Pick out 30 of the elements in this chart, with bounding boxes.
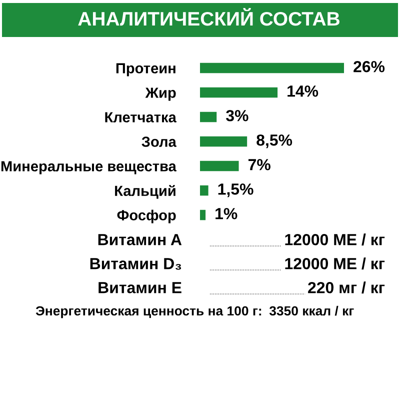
bar: [200, 210, 206, 220]
text: Витамин A: [98, 234, 182, 246]
text: 220 мг / кг: [308, 282, 385, 294]
y-tick-label: Кальций: [115, 185, 176, 199]
chart-title: АНАЛИТИЧЕСКИЙ СОСТАВ: [78, 8, 340, 26]
y-tick-label: Зола: [142, 136, 176, 147]
bar: [200, 160, 239, 172]
text: Витамин D₃: [90, 258, 182, 270]
data-label: 7%: [248, 159, 270, 170]
y-tick-label: Жир: [145, 88, 176, 101]
bar: [200, 185, 208, 196]
text: 12000 МЕ / кг: [285, 234, 385, 246]
bar: [200, 87, 278, 98]
data-label: 1%: [216, 208, 238, 220]
data-label: 3%: [226, 110, 248, 122]
y-tick-label: Клетчатка: [105, 112, 176, 122]
bar: [200, 136, 248, 147]
text: Витамин E: [98, 282, 182, 294]
y-tick-label: Протеин: [116, 63, 176, 76]
data-label: 26%: [354, 60, 385, 72]
y-tick-label: Минеральные вещества: [1, 161, 176, 174]
y-tick-label: Фосфор: [117, 210, 176, 224]
data-label: 14%: [288, 86, 318, 97]
bar: [200, 62, 344, 74]
data-label: 1,5%: [218, 184, 254, 198]
text: 3350 ккал / кг: [269, 306, 354, 316]
text: Энергетическая ценность на 100 г:: [36, 306, 262, 318]
bar: [200, 112, 217, 122]
text: 12000 МЕ / кг: [285, 258, 385, 270]
data-label: 8,5%: [256, 134, 292, 148]
